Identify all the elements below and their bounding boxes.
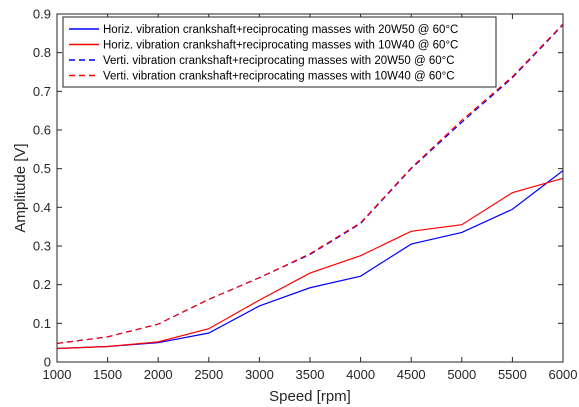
y-tick-label: 0: [44, 355, 51, 370]
y-tick-label: 0.5: [33, 161, 51, 176]
x-tick-label: 2000: [144, 367, 173, 382]
x-tick-label: 5000: [447, 367, 476, 382]
y-tick-label: 0.8: [33, 45, 51, 60]
y-tick-label: 0.1: [33, 316, 51, 331]
legend-entry-2: Horiz. vibration crankshaft+reciprocatin…: [103, 40, 458, 52]
series-line-4: [56, 23, 564, 345]
x-tick-label: 1000: [43, 367, 72, 382]
x-tick-label: 4000: [346, 367, 375, 382]
legend: Horiz. vibration crankshaft+reciprocatin…: [62, 16, 497, 88]
ticks-layer: 1000 1500 2000 2500 3000 3500 4000 4500 5000 5500…: [33, 7, 578, 383]
x-tick-label: 1500: [93, 367, 122, 382]
series-layer: [56, 23, 564, 350]
x-tick-label: 5500: [498, 367, 527, 382]
x-tick-label: 4500: [397, 367, 426, 382]
legend-entry-4: Verti. vibration crankshaft+reciprocatin…: [103, 71, 455, 83]
x-axis-label: Speed [rpm]: [269, 388, 351, 405]
y-tick-label: 0.2: [33, 277, 51, 292]
y-tick-label: 0.3: [33, 239, 51, 254]
y-tick-label: 0.9: [33, 7, 51, 22]
y-tick-label: 0.6: [33, 123, 51, 138]
legend-box: [62, 16, 497, 88]
series-line-2: [56, 177, 564, 350]
x-tick-label: 3000: [245, 367, 274, 382]
legend-entry-3: Verti. vibration crankshaft+reciprocatin…: [103, 55, 455, 67]
y-tick-label: 0.4: [33, 200, 51, 215]
x-tick-label: 3500: [296, 367, 325, 382]
x-tick-label: 2500: [194, 367, 223, 382]
x-tick-label: 6000: [549, 367, 578, 382]
y-tick-label: 0.7: [33, 84, 51, 99]
legend-entry-1: Horiz. vibration crankshaft+reciprocatin…: [103, 24, 458, 36]
y-axis-label: Amplitude [V]: [12, 143, 29, 232]
